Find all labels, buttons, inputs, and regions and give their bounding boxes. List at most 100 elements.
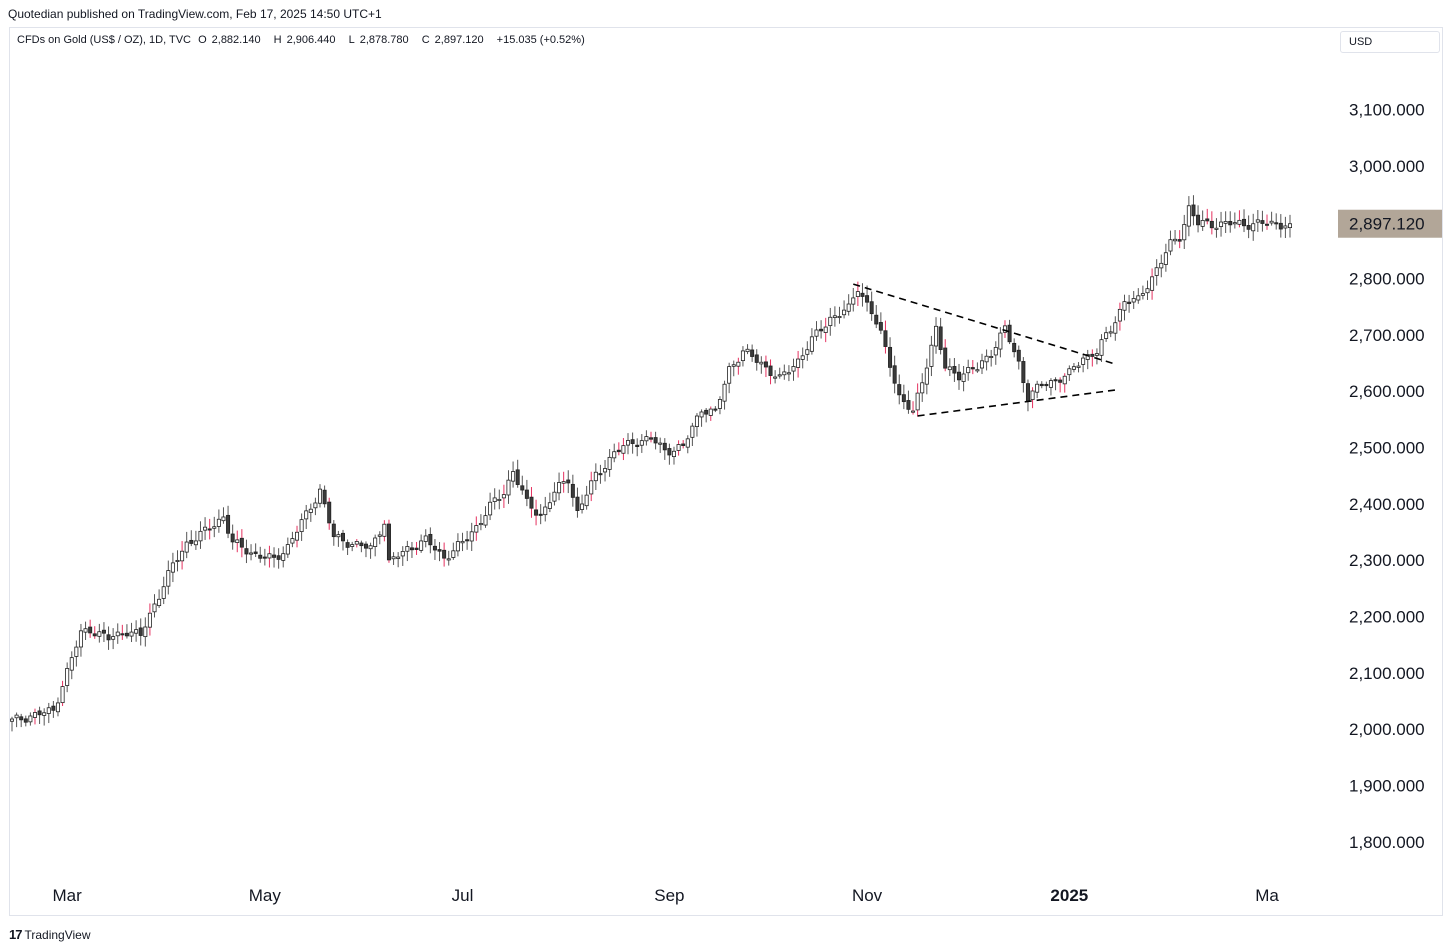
candle xyxy=(658,442,663,445)
candle xyxy=(607,456,612,470)
candle xyxy=(1094,353,1099,356)
candle xyxy=(451,550,456,558)
candle xyxy=(888,346,893,368)
tradingview-logo[interactable]: 17 TradingView xyxy=(9,927,91,942)
candle xyxy=(1145,288,1150,294)
candle xyxy=(313,502,318,509)
last-price-label: 2,897.120 xyxy=(1349,215,1425,234)
y-axis-label: 2,800.000 xyxy=(1349,269,1425,288)
y-axis-label: 2,700.000 xyxy=(1349,326,1425,345)
candle xyxy=(428,533,433,546)
candle xyxy=(520,485,525,491)
candle xyxy=(1159,262,1164,269)
candle xyxy=(1048,380,1053,388)
candle xyxy=(639,440,644,446)
candle xyxy=(566,479,571,484)
candle xyxy=(460,540,465,544)
candle xyxy=(478,523,483,526)
candle xyxy=(483,515,488,526)
candle xyxy=(152,603,157,613)
candle xyxy=(938,326,943,350)
candle xyxy=(1265,223,1270,226)
candle xyxy=(1274,222,1279,225)
candle xyxy=(1085,354,1090,360)
candle xyxy=(906,400,911,410)
candle xyxy=(626,440,631,446)
candle xyxy=(1122,301,1127,311)
candle xyxy=(961,373,966,382)
candle xyxy=(832,315,837,318)
candle xyxy=(1104,332,1109,339)
candle xyxy=(19,716,24,721)
candle xyxy=(1127,301,1132,304)
candle xyxy=(1025,383,1030,402)
candle xyxy=(336,534,341,538)
candle xyxy=(1246,225,1251,230)
candle xyxy=(589,480,594,495)
candle xyxy=(943,347,948,369)
candle xyxy=(883,330,888,347)
candle xyxy=(249,552,254,555)
candle xyxy=(203,526,208,531)
candle xyxy=(552,491,557,502)
candle xyxy=(911,410,916,413)
candle xyxy=(966,367,971,374)
ohlc-low: L 2,878.780 xyxy=(348,34,409,46)
x-axis-label: May xyxy=(249,886,282,905)
candle xyxy=(1150,276,1155,291)
y-axis-label: 3,100.000 xyxy=(1349,100,1425,119)
candle xyxy=(561,481,566,484)
candle xyxy=(207,528,212,531)
candle xyxy=(226,514,231,534)
candle xyxy=(534,509,539,516)
candle xyxy=(327,501,332,524)
candle xyxy=(290,538,295,544)
candle xyxy=(455,541,460,552)
candle xyxy=(865,295,870,303)
candle xyxy=(74,646,79,657)
candle xyxy=(276,555,281,560)
candle xyxy=(14,714,19,719)
candle xyxy=(189,539,194,544)
candle xyxy=(929,344,934,367)
candle xyxy=(998,332,1003,350)
candle xyxy=(662,442,667,451)
tradingview-logo-text: TradingView xyxy=(24,927,91,942)
candle xyxy=(1131,298,1136,303)
currency-selector[interactable]: USD xyxy=(1340,31,1440,53)
candle xyxy=(722,383,727,402)
candle xyxy=(1021,361,1026,384)
symbol-name[interactable]: CFDs on Gold (US$ / OZ), 1D, TVC xyxy=(17,34,192,46)
candle xyxy=(704,409,709,415)
candle xyxy=(1099,339,1104,356)
candle xyxy=(419,540,424,551)
candle xyxy=(1232,222,1237,225)
candle xyxy=(557,482,562,494)
candle xyxy=(161,586,166,599)
x-axis-label: Jul xyxy=(452,886,474,905)
candle xyxy=(299,519,304,533)
candle xyxy=(1251,223,1256,232)
candle xyxy=(42,712,47,716)
candle xyxy=(984,355,989,363)
candle xyxy=(295,531,300,541)
candle xyxy=(373,537,378,547)
candle xyxy=(837,316,842,319)
y-axis-label: 1,900.000 xyxy=(1349,776,1425,795)
candle xyxy=(1007,324,1012,343)
candle xyxy=(874,314,879,325)
candle xyxy=(308,508,313,513)
candle xyxy=(809,336,814,352)
candle xyxy=(1242,218,1247,227)
candle xyxy=(212,526,217,529)
candle xyxy=(1154,267,1159,276)
candle xyxy=(396,556,401,559)
candle xyxy=(1168,239,1173,252)
candle xyxy=(759,361,764,365)
ohlc-high: H 2,906.440 xyxy=(273,34,336,46)
candle xyxy=(423,535,428,542)
candle xyxy=(947,366,952,371)
candle xyxy=(524,489,529,499)
candle xyxy=(69,657,74,671)
